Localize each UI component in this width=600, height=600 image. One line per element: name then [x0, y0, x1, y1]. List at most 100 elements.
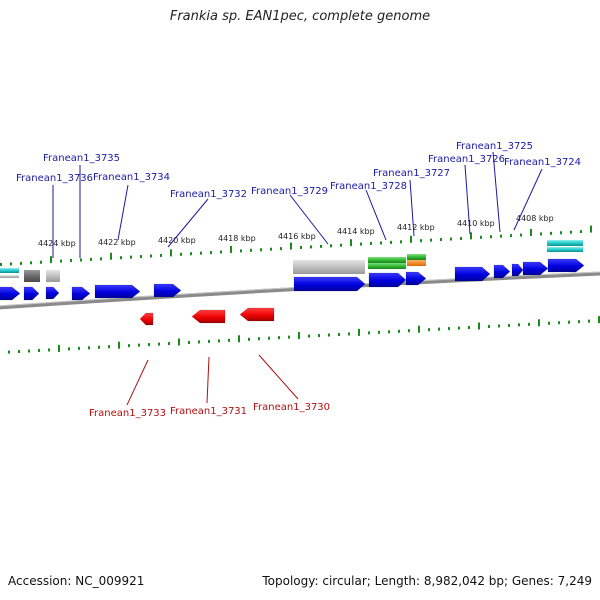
forward-gene-arrow[interactable]: [45, 286, 60, 300]
feature-block[interactable]: [368, 263, 406, 269]
minor-tick: [380, 241, 382, 245]
forward-gene-label[interactable]: Franean1_3726: [428, 154, 505, 165]
minor-tick: [128, 344, 130, 348]
accession-text: Accession: NC_009921: [8, 574, 145, 588]
minor-tick: [48, 348, 50, 352]
forward-gene-arrow[interactable]: [511, 263, 524, 277]
major-tick: [470, 232, 472, 240]
reverse-gene-arrow[interactable]: [139, 312, 154, 326]
major-tick: [178, 338, 180, 346]
feature-block[interactable]: [0, 275, 19, 278]
minor-tick: [550, 231, 552, 235]
minor-tick: [90, 257, 92, 261]
minor-tick: [448, 327, 450, 331]
reverse-gene-label[interactable]: Franean1_3733: [89, 408, 166, 419]
reverse-gene-arrow[interactable]: [191, 309, 226, 324]
forward-gene-label[interactable]: Franean1_3725: [456, 141, 533, 152]
minor-tick: [88, 346, 90, 350]
minor-tick: [130, 255, 132, 259]
kbp-label: 4414 kbp: [337, 227, 375, 236]
forward-gene-label[interactable]: Franean1_3732: [170, 189, 247, 200]
forward-gene-label[interactable]: Franean1_3735: [43, 153, 120, 164]
forward-gene-arrow[interactable]: [94, 284, 141, 299]
feature-block[interactable]: [547, 247, 583, 252]
minor-tick: [0, 263, 2, 266]
major-tick: [410, 235, 412, 243]
leader-line: [492, 151, 501, 233]
forward-gene-arrow[interactable]: [0, 286, 21, 301]
feature-block[interactable]: [407, 260, 426, 266]
forward-gene-label[interactable]: Franean1_3734: [93, 172, 170, 183]
forward-gene-arrow[interactable]: [71, 286, 91, 301]
forward-gene-arrow[interactable]: [368, 272, 407, 288]
minor-tick: [408, 329, 410, 333]
reverse-gene-track: [139, 307, 275, 326]
minor-tick: [460, 236, 462, 240]
minor-tick: [98, 345, 100, 349]
forward-gene-label[interactable]: Franean1_3724: [504, 157, 581, 168]
minor-tick: [580, 230, 582, 234]
minor-tick: [38, 348, 40, 352]
forward-gene-arrow[interactable]: [493, 264, 511, 279]
minor-tick: [278, 336, 280, 340]
minor-tick: [500, 234, 502, 238]
minor-tick: [450, 237, 452, 241]
label-leader-lines: [52, 151, 543, 406]
minor-tick: [508, 323, 510, 327]
feature-block[interactable]: [547, 240, 583, 246]
minor-tick: [60, 259, 62, 263]
leader-line: [258, 354, 299, 400]
leader-line: [464, 164, 471, 235]
forward-gene-label[interactable]: Franean1_3729: [251, 186, 328, 197]
forward-gene-arrow[interactable]: [153, 283, 182, 298]
feature-block[interactable]: [46, 270, 60, 282]
minor-tick: [20, 261, 22, 265]
forward-gene-arrow[interactable]: [547, 258, 585, 273]
major-tick: [350, 239, 352, 247]
feature-block[interactable]: [368, 257, 406, 263]
minor-tick: [368, 331, 370, 335]
feature-block[interactable]: [0, 268, 19, 273]
kbp-label: 4410 kbp: [457, 219, 495, 228]
reverse-gene-arrow[interactable]: [239, 307, 275, 322]
minor-tick: [210, 251, 212, 255]
forward-gene-arrow[interactable]: [293, 276, 366, 292]
reverse-gene-label[interactable]: Franean1_3730: [253, 402, 330, 413]
major-tick: [118, 341, 120, 349]
feature-block[interactable]: [293, 260, 365, 274]
feature-track: [0, 240, 583, 282]
minor-tick: [438, 327, 440, 331]
tick-track-reverse: [8, 316, 600, 354]
forward-gene-label[interactable]: Franean1_3727: [373, 168, 450, 179]
forward-gene-label[interactable]: Franean1_3736: [16, 173, 93, 184]
major-tick: [170, 249, 172, 257]
feature-block[interactable]: [407, 254, 426, 260]
kbp-label: 4418 kbp: [218, 234, 256, 243]
minor-tick: [8, 350, 10, 354]
major-tick: [110, 252, 112, 260]
minor-tick: [68, 347, 70, 351]
minor-tick: [498, 324, 500, 328]
minor-tick: [488, 324, 490, 328]
minor-tick: [218, 339, 220, 343]
major-tick: [50, 256, 52, 264]
forward-gene-arrow[interactable]: [405, 271, 427, 286]
minor-tick: [588, 319, 590, 323]
minor-tick: [320, 244, 322, 248]
minor-tick: [28, 349, 30, 353]
leader-line: [409, 179, 415, 237]
feature-block[interactable]: [24, 270, 40, 282]
forward-gene-arrow[interactable]: [454, 266, 491, 282]
minor-tick: [190, 252, 192, 256]
forward-gene-track: [0, 258, 585, 301]
minor-tick: [468, 326, 470, 330]
forward-gene-arrow[interactable]: [23, 286, 40, 301]
minor-tick: [338, 332, 340, 336]
minor-tick: [480, 235, 482, 239]
forward-gene-arrow[interactable]: [522, 261, 549, 276]
reverse-gene-label[interactable]: Franean1_3731: [170, 406, 247, 417]
minor-tick: [558, 321, 560, 325]
forward-gene-label[interactable]: Franean1_3728: [330, 181, 407, 192]
minor-tick: [548, 321, 550, 325]
leader-line: [289, 194, 329, 245]
